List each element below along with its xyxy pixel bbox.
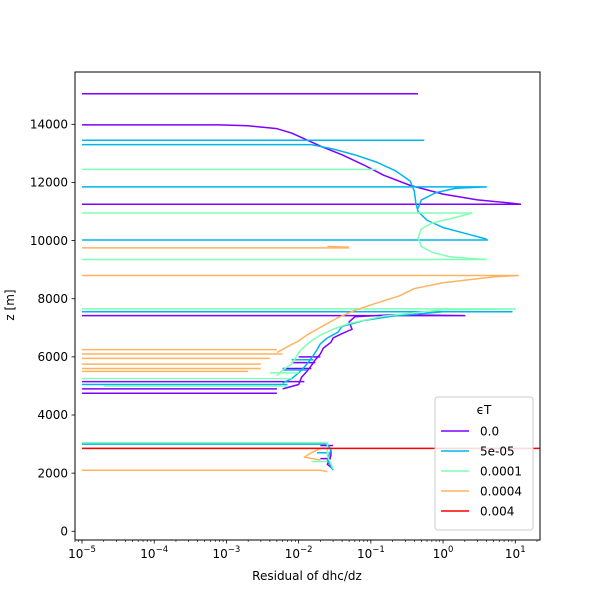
- y-tick-label-4: 8000: [37, 292, 68, 306]
- legend-label-1: 5e-05: [480, 445, 515, 459]
- y-tick-label-6: 12000: [30, 176, 68, 190]
- legend-label-4: 0.004: [480, 505, 514, 519]
- x-tick-label-0: 10−5: [68, 545, 96, 561]
- legend-label-2: 0.0001: [480, 465, 522, 479]
- x-axis-ticks: 10−5 10−4 10−3 10−2 10−1 100 101: [68, 540, 526, 561]
- legend-items: 0.0 5e-05 0.0001 0.0004 0.004: [441, 425, 522, 519]
- series-2-line-3: [82, 308, 517, 377]
- series-0-line-1: [82, 124, 522, 206]
- y-tick-label-5: 10000: [30, 234, 68, 248]
- x-tick-label-5: 100: [433, 545, 454, 561]
- legend-label-0: 0.0: [480, 425, 499, 439]
- y-tick-label-3: 6000: [37, 350, 68, 364]
- y-tick-label-7: 14000: [30, 118, 68, 132]
- x-tick-label-6: 101: [505, 545, 526, 561]
- series-1-line-2: [82, 186, 488, 209]
- y-tick-label-2: 4000: [37, 408, 68, 422]
- y-axis-ticks: 0 2000 4000 6000 8000 10000 12000 14000: [30, 118, 75, 538]
- series-1-line-1: [82, 143, 487, 240]
- x-axis-label: Residual of dhc/dz: [252, 569, 362, 583]
- series-3-line-2: [82, 274, 520, 354]
- series-0-line-3: [82, 313, 466, 390]
- series-3-line-9: [82, 447, 322, 461]
- y-tick-label-0: 0: [60, 524, 68, 538]
- legend-title: ϵT: [477, 403, 492, 417]
- legend-label-3: 0.0004: [480, 485, 522, 499]
- series-1-line-8: [82, 443, 334, 471]
- x-axis-minor-ticks: [74, 540, 538, 542]
- x-tick-label-3: 10−2: [285, 545, 313, 561]
- series-2-line-1: [82, 212, 487, 261]
- series-2-line-7: [82, 441, 334, 470]
- series-3-line-10: [82, 469, 328, 473]
- x-tick-label-1: 10−4: [140, 545, 168, 561]
- plot-frame: [74, 71, 541, 541]
- y-axis-label: z [m]: [3, 289, 17, 320]
- y-tick-label-1: 2000: [37, 466, 68, 480]
- x-tick-label-4: 10−1: [357, 545, 385, 561]
- series-layer: [82, 93, 540, 473]
- x-tick-label-2: 10−3: [213, 545, 241, 561]
- legend: ϵT 0.0 5e-05 0.0001 0.0004 0.004: [434, 396, 534, 531]
